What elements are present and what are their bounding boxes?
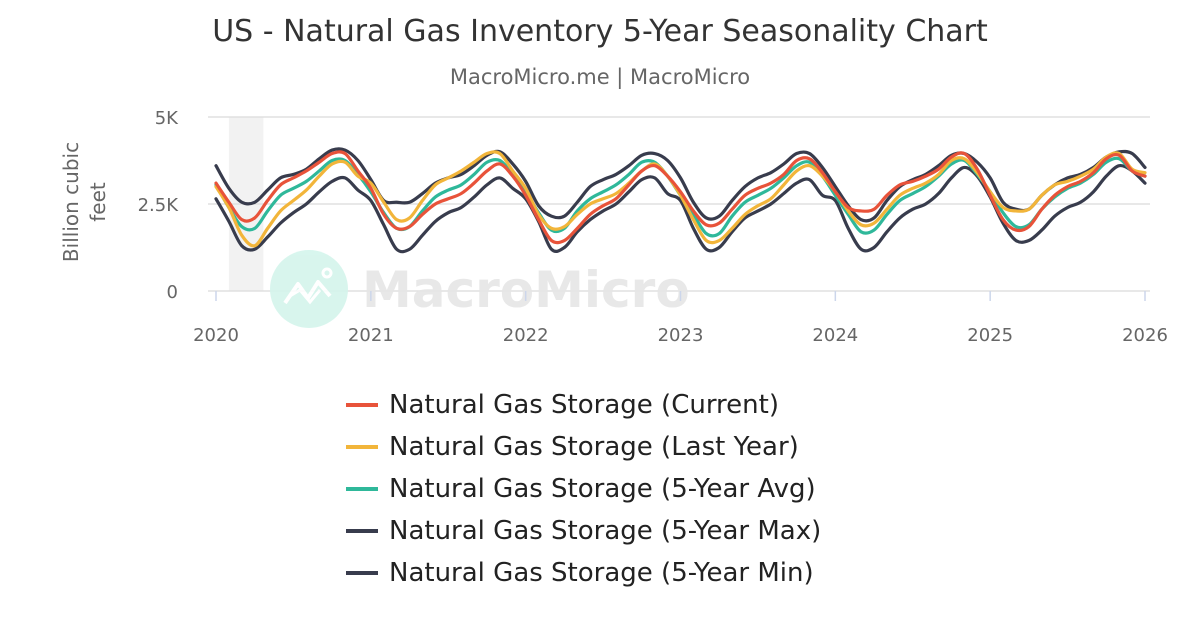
legend: Natural Gas Storage (Current) Natural Gas… <box>346 384 821 594</box>
chart-subtitle: MacroMicro.me | MacroMicro <box>449 65 751 89</box>
legend-item[interactable]: Natural Gas Storage (Last Year) <box>346 426 821 468</box>
legend-label: Natural Gas Storage (Current) <box>389 390 779 420</box>
chart-title: US - Natural Gas Inventory 5-Year Season… <box>212 14 988 49</box>
x-tick-label: 2020 <box>193 325 239 346</box>
legend-label: Natural Gas Storage (Last Year) <box>389 432 799 462</box>
legend-swatch <box>346 445 378 449</box>
x-tick-label: 2026 <box>1122 325 1168 346</box>
x-tick-label: 2024 <box>812 325 858 346</box>
y-tick-label: 2.5K <box>138 195 180 216</box>
x-tick-label: 2022 <box>503 325 549 346</box>
x-tick-label: 2025 <box>967 325 1013 346</box>
watermark-text: MacroMicro <box>362 261 690 319</box>
y-tick-label: 5K <box>155 108 179 129</box>
legend-swatch <box>346 529 378 533</box>
legend-label: Natural Gas Storage (5-Year Min) <box>389 558 814 588</box>
y-tick-label: 0 <box>167 282 178 303</box>
legend-swatch <box>346 487 378 491</box>
series-line-natural-gas-storage-5-year-max <box>214 147 1147 223</box>
legend-item[interactable]: Natural Gas Storage (5-Year Min) <box>346 552 821 594</box>
x-tick-label: 2023 <box>658 325 704 346</box>
legend-item[interactable]: Natural Gas Storage (Current) <box>346 384 821 426</box>
series-line-natural-gas-storage-current <box>214 150 1147 245</box>
legend-label: Natural Gas Storage (5-Year Avg) <box>389 474 816 504</box>
y-axis-label-line1: Billion cubic feet <box>59 142 110 262</box>
chart-plot: 0 2.5K 5K MacroMicro 2020 2021 2022 2023 2024 2… <box>59 108 1168 346</box>
x-tick-label: 2021 <box>348 325 394 346</box>
watermark-logo: MacroMicro <box>270 250 690 328</box>
legend-item[interactable]: Natural Gas Storage (5-Year Max) <box>346 510 821 552</box>
legend-item[interactable]: Natural Gas Storage (5-Year Avg) <box>346 468 821 510</box>
legend-swatch <box>346 571 378 575</box>
legend-swatch <box>346 403 378 407</box>
legend-label: Natural Gas Storage (5-Year Max) <box>389 516 822 546</box>
